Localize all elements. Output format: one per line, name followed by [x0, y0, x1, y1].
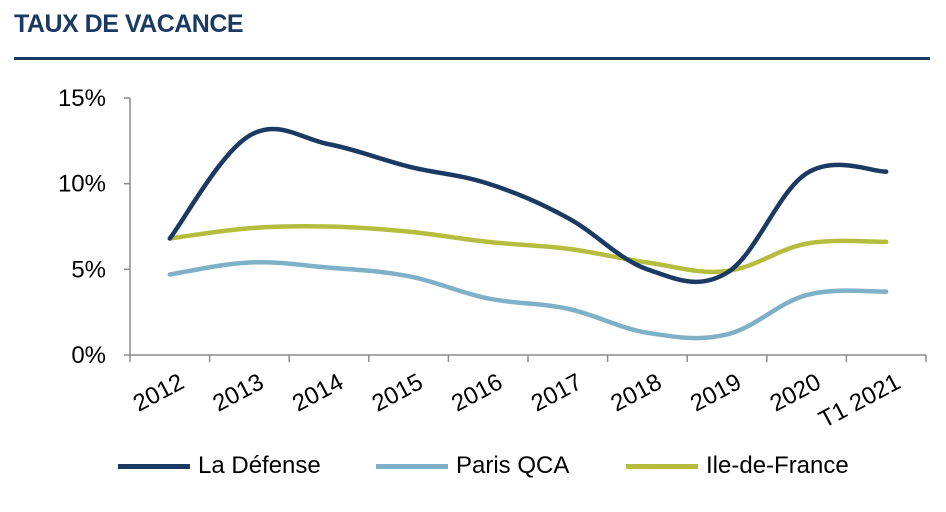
series-line-paris-qca [167, 260, 889, 341]
chart-legend: La Défense Paris QCA Ile-de-France [0, 452, 946, 492]
y-tick-label: 5% [71, 256, 106, 283]
line-chart: 0% 5% 10% 15% 2012 2013 2014 2015 2016 2017 2018 2… [58, 85, 927, 434]
legend-item: Paris QCA [376, 452, 569, 480]
legend-swatch [626, 463, 698, 469]
x-tick-label: 2018 [606, 368, 666, 417]
y-tick-label: 0% [71, 342, 106, 369]
chart-axes [124, 97, 927, 362]
legend-label: Ile-de-France [706, 452, 849, 479]
x-tick-label: 2013 [208, 368, 268, 417]
legend-label: Paris QCA [456, 452, 570, 479]
legend-label: La Défense [198, 452, 321, 479]
x-tick-label: 2012 [129, 368, 189, 417]
x-tick-label: 2019 [686, 368, 746, 417]
series-line-ile-de-france [167, 223, 889, 275]
y-tick-label: 10% [58, 171, 106, 198]
x-tick-label: T1 2021 [815, 368, 905, 433]
y-tick-label: 15% [58, 85, 106, 112]
title-divider [14, 57, 930, 60]
x-tick-label: 2015 [368, 368, 428, 417]
legend-item: Ile-de-France [626, 452, 849, 480]
y-axis-tick-labels: 0% 5% 10% 15% [58, 85, 106, 369]
series-lines [167, 126, 889, 341]
legend-item: La Défense [118, 452, 321, 480]
x-tick-label: 2017 [527, 368, 587, 417]
legend-swatch [376, 463, 448, 469]
chart-title: TAUX DE VACANCE [14, 10, 244, 38]
x-tick-label: 2016 [447, 368, 507, 417]
x-tick-label: 2014 [288, 368, 348, 417]
series-line-la-d-fense [167, 126, 889, 285]
legend-swatch [118, 463, 190, 469]
